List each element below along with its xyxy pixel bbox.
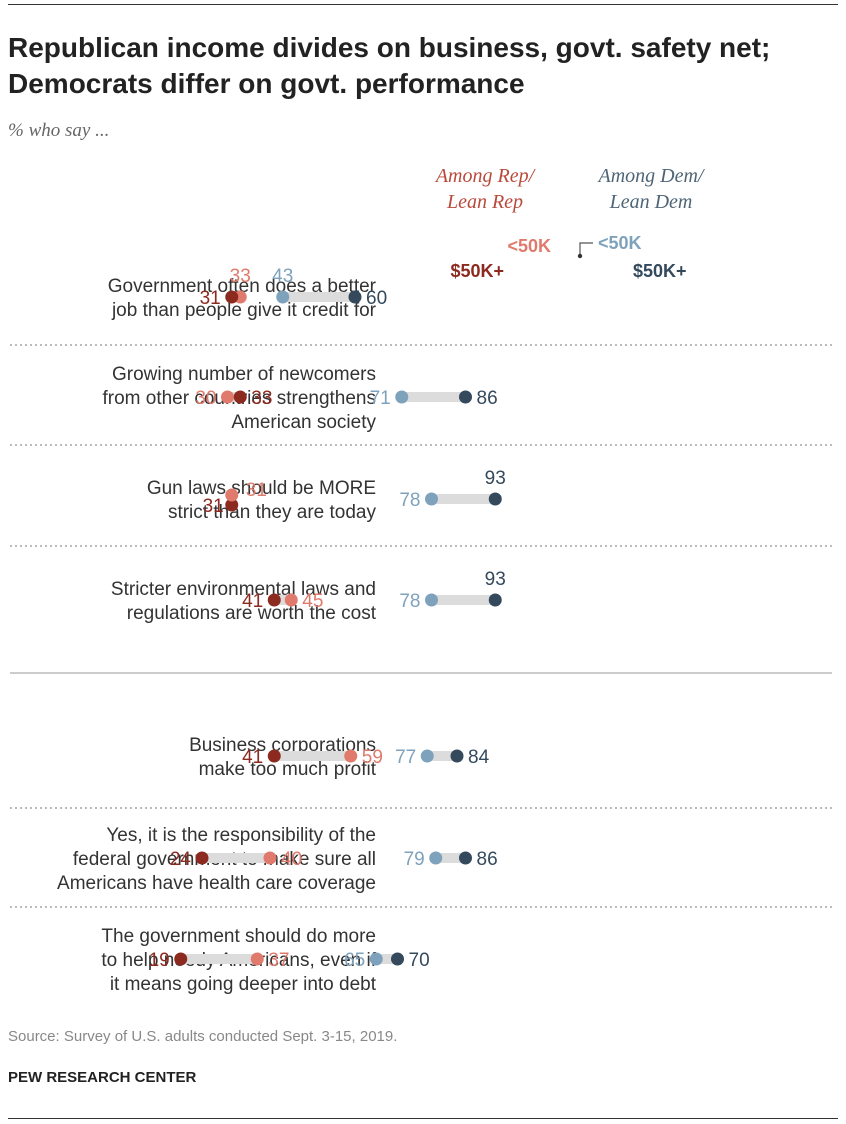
rep-low-dot xyxy=(250,952,264,966)
rep-row-1-high-value: 33 xyxy=(251,388,272,409)
rep-row-2-high-value: 31 xyxy=(203,496,224,517)
rep-row-0-high-value: 31 xyxy=(200,288,221,309)
rep-high-dot xyxy=(233,390,247,404)
dem-row-6-high-value: 70 xyxy=(409,950,430,971)
rep-high-dot xyxy=(267,593,281,607)
chart-subtitle: % who say ... xyxy=(8,120,110,141)
rep-header-line-1: Among Rep/ xyxy=(435,165,535,187)
dem-row-4-low-value: 77 xyxy=(395,747,416,768)
row-label-0: Government often does a better job than p… xyxy=(108,276,377,321)
dem-row-5-high-value: 86 xyxy=(477,849,498,870)
rep-row-3-low-value: 45 xyxy=(302,591,323,612)
dem-legend-low: <50K xyxy=(598,233,642,253)
dem-low-dot xyxy=(425,593,438,607)
rep-high-dot xyxy=(195,851,209,865)
dem-column-header: Among Dem/ Lean Dem xyxy=(566,163,736,215)
dem-low-dot xyxy=(425,492,438,506)
rep-header-line-2: Lean Rep xyxy=(446,191,524,213)
dem-row-3-high-value: 93 xyxy=(485,569,506,590)
rep-row-6-high-value: 19 xyxy=(149,950,170,971)
rep-row-4-high-value: 41 xyxy=(242,747,263,768)
dem-low-dot xyxy=(429,851,443,865)
top-rule xyxy=(8,4,838,5)
dem-legend-high: $50K+ xyxy=(633,261,687,281)
row-label-line: Business corporations xyxy=(189,735,376,756)
dem-row-2-low-value: 78 xyxy=(399,490,420,511)
rep-high-dot xyxy=(225,498,239,512)
row-label-line: job than people give it credit for xyxy=(111,300,377,321)
row-label-line: Growing number of newcomers xyxy=(112,364,376,385)
rep-high-dot xyxy=(267,749,281,763)
dem-row-0-high-value: 60 xyxy=(366,288,387,309)
rep-row-3-high-value: 41 xyxy=(242,591,263,612)
rep-low-dot xyxy=(225,488,239,502)
source-note: Source: Survey of U.S. adults conducted … xyxy=(8,1028,398,1045)
row-label-line: Americans have health care coverage xyxy=(57,873,376,894)
row-label-3: Stricter environmental laws and regulatio… xyxy=(111,579,377,624)
rep-low-dot xyxy=(344,749,358,763)
dem-header-line-1: Among Dem/ xyxy=(598,165,704,187)
row-label-line: make too much profit xyxy=(199,759,377,780)
chart-title: Republican income divides on business, g… xyxy=(8,32,771,99)
rep-row-5-low-value: 40 xyxy=(281,849,302,870)
dem-high-dot xyxy=(391,952,404,966)
rep-row-4-low-value: 59 xyxy=(362,747,383,768)
legend-leader-line xyxy=(579,242,593,255)
dem-row-5-low-value: 79 xyxy=(404,849,425,870)
dem-row-1-high-value: 86 xyxy=(477,388,498,409)
dem-row-0-low-value: 43 xyxy=(272,266,293,287)
dem-row-4-high-value: 84 xyxy=(468,747,490,768)
dem-high-dot xyxy=(459,851,472,865)
dem-low-dot xyxy=(395,390,409,404)
rep-legend-high: $50K+ xyxy=(450,261,504,281)
brand-logo-text: PEW RESEARCH CENTER xyxy=(8,1069,197,1086)
row-label-2: Gun laws should be MORE strict than they … xyxy=(147,478,377,523)
rep-low-dot xyxy=(263,851,277,865)
row-label-5: Yes, it is the responsibility of the fede… xyxy=(57,825,376,894)
row-label-line: American society xyxy=(231,412,376,433)
row-label-line: Gun laws should be MORE xyxy=(147,478,376,499)
row-label-line: Yes, it is the responsibility of the xyxy=(106,825,376,846)
rep-legend-low: <50K xyxy=(507,236,551,256)
row-label-line: it means going deeper into debt xyxy=(110,974,377,995)
row-label-line: strict than they are today xyxy=(168,502,377,523)
row-label-4: Business corporations make too much profi… xyxy=(189,735,377,780)
row-label-line: The government should do more xyxy=(101,926,376,947)
dem-high-dot xyxy=(348,290,362,304)
row-label-line: Government often does a better xyxy=(108,276,377,297)
dem-row-3-low-value: 78 xyxy=(399,591,420,612)
rep-low-dot xyxy=(284,593,298,607)
dem-high-dot xyxy=(488,492,502,506)
dem-high-dot xyxy=(488,593,502,607)
rep-row-2-low-value: 31 xyxy=(246,480,267,501)
rep-row-5-high-value: 24 xyxy=(170,849,192,870)
rep-low-dot xyxy=(221,390,234,404)
dem-high-dot xyxy=(459,390,472,404)
dem-row-2-high-value: 93 xyxy=(485,468,506,489)
row-label-line: Stricter environmental laws and xyxy=(111,579,376,600)
dem-row-1-low-value: 71 xyxy=(370,388,391,409)
row-label-line: regulations are worth the cost xyxy=(127,603,377,624)
dem-low-dot xyxy=(369,952,383,966)
legend-leader-dot xyxy=(577,253,583,259)
rep-high-dot xyxy=(225,290,239,304)
dem-low-dot xyxy=(276,290,290,304)
rep-row-1-low-value: 30 xyxy=(195,388,216,409)
dem-row-6-low-value: 65 xyxy=(344,950,365,971)
rep-high-dot xyxy=(174,952,188,966)
dem-low-dot xyxy=(420,749,434,763)
rep-row-6-low-value: 37 xyxy=(268,950,289,971)
rep-row-0-low-value: 33 xyxy=(230,266,251,287)
dem-header-line-2: Lean Dem xyxy=(609,191,693,213)
bottom-rule xyxy=(8,1118,838,1119)
rep-column-header: Among Rep/ Lean Rep xyxy=(400,163,570,215)
dem-high-dot xyxy=(450,749,464,763)
